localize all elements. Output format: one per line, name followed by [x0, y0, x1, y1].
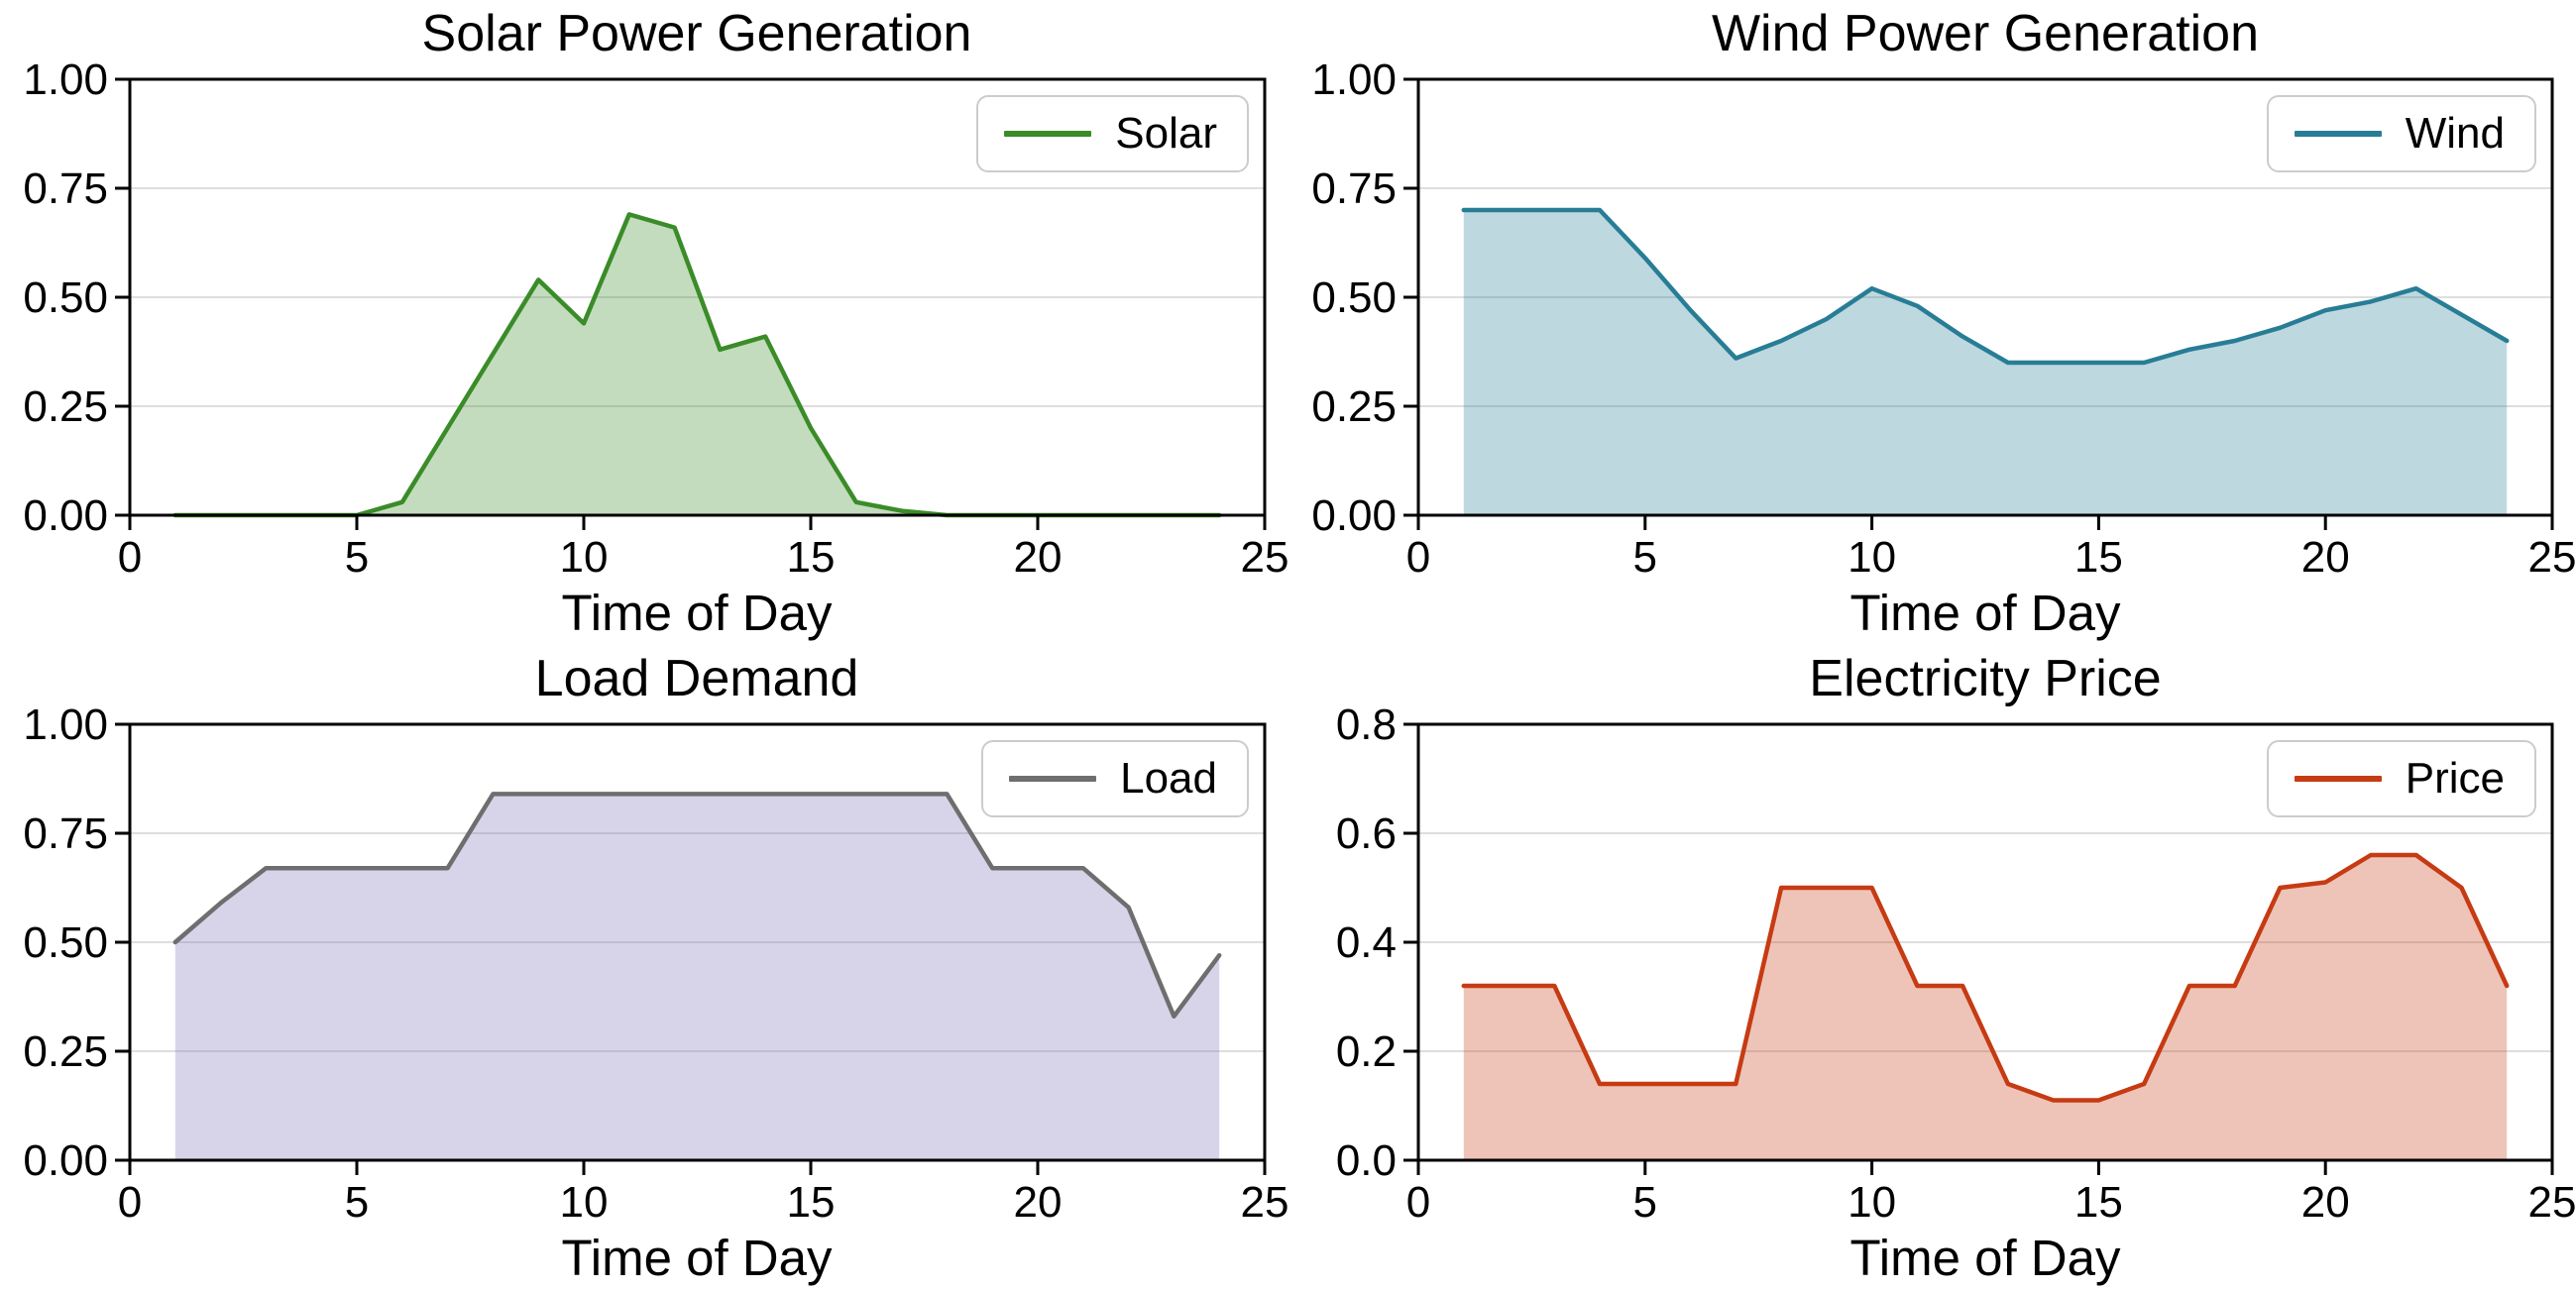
x-tick-label: 0: [1406, 533, 1430, 582]
x-tick-label: 0: [118, 1178, 142, 1227]
y-tick-label: 0.50: [1311, 273, 1397, 322]
chart-title: Solar Power Generation: [421, 5, 972, 62]
chart-title: Load Demand: [534, 650, 859, 707]
x-axis-label: Time of Day: [1849, 585, 2121, 641]
chart-solar-power-generation: 0 5 10 15 20 25 0.00 0.25 0.50 0.75 1.00 Solar Pow…: [0, 0, 1288, 645]
area-fill: [1463, 210, 2508, 515]
y-tick-label: 0.0: [1336, 1136, 1397, 1185]
grid: [130, 187, 1265, 407]
grid: [130, 832, 1265, 1052]
chart-wind-power-generation: 0 5 10 15 20 25 0.00 0.25 0.50 0.75 1.00 Wind Powe…: [1288, 0, 2576, 645]
x-tick-label: 10: [560, 533, 609, 582]
y-tick-label: 0.8: [1336, 700, 1397, 749]
y-axis: 0.00 0.25 0.50 0.75 1.00: [1311, 55, 1418, 540]
series-line: [172, 792, 1222, 1020]
x-tick-label: 15: [2074, 1178, 2123, 1227]
x-axis: 0 5 10 15 20 25: [118, 1160, 1288, 1227]
x-tick-label: 20: [2301, 533, 2350, 582]
y-tick-label: 0.6: [1336, 809, 1397, 858]
legend-label: Wind: [2405, 109, 2505, 158]
x-tick-label: 5: [345, 533, 369, 582]
y-tick-label: 0.25: [23, 1027, 108, 1076]
x-tick-label: 10: [1848, 533, 1896, 582]
series-line: [1461, 852, 2510, 1103]
x-tick-label: 0: [1406, 1178, 1430, 1227]
series-line: [1461, 207, 2510, 366]
y-tick-label: 0.25: [1311, 382, 1397, 431]
legend-line-swatch: [1009, 776, 1097, 782]
legend-label: Price: [2405, 754, 2505, 803]
legend-label: Load: [1120, 754, 1217, 803]
x-tick-label: 25: [2528, 1178, 2576, 1227]
chart-title: Wind Power Generation: [1711, 5, 2260, 62]
x-tick-label: 5: [345, 1178, 369, 1227]
wind-plot-svg: 0 5 10 15 20 25 0.00 0.25 0.50 0.75 1.00: [1311, 55, 2576, 582]
legend-box: Load: [981, 740, 1249, 817]
chart-title: Electricity Price: [1809, 650, 2162, 707]
legend-line-swatch: [1004, 131, 1092, 137]
x-tick-label: 15: [787, 533, 836, 582]
y-tick-label: 0.00: [1311, 491, 1397, 540]
y-axis: 0.0 0.2 0.4 0.6 0.8: [1336, 700, 1418, 1185]
x-axis-label: Time of Day: [1849, 1230, 2121, 1286]
x-tick-label: 25: [1241, 1178, 1288, 1227]
x-tick-label: 25: [1241, 533, 1288, 582]
legend-line-swatch: [2294, 776, 2382, 782]
x-tick-label: 20: [1014, 533, 1063, 582]
grid: [1418, 832, 2552, 1052]
y-tick-label: 0.4: [1336, 918, 1397, 967]
y-tick-label: 0.2: [1336, 1027, 1397, 1076]
x-tick-label: 10: [560, 1178, 609, 1227]
legend-box: Price: [2266, 740, 2536, 817]
x-tick-label: 20: [2301, 1178, 2350, 1227]
y-tick-label: 0.25: [23, 382, 108, 431]
load-plot-svg: 0 5 10 15 20 25 0.00 0.25 0.50 0.75 1.00: [23, 700, 1288, 1227]
y-tick-label: 0.50: [23, 918, 108, 967]
price-plot-svg: 0 5 10 15 20 25 0.0 0.2 0.4 0.6 0.8: [1336, 700, 2576, 1227]
area-fill: [1463, 855, 2508, 1160]
y-axis: 0.00 0.25 0.50 0.75 1.00: [23, 700, 130, 1185]
area-fill: [174, 214, 1220, 515]
y-tick-label: 0.50: [23, 273, 108, 322]
y-tick-label: 0.00: [23, 1136, 108, 1185]
x-axis-label: Time of Day: [561, 585, 833, 641]
legend-line-swatch: [2294, 131, 2382, 137]
y-axis: 0.00 0.25 0.50 0.75 1.00: [23, 55, 130, 540]
chart-load-demand: 0 5 10 15 20 25 0.00 0.25 0.50 0.75 1.00 Load Dema…: [0, 645, 1288, 1291]
x-tick-label: 5: [1633, 533, 1657, 582]
grid: [1418, 187, 2552, 407]
y-tick-label: 0.75: [23, 809, 108, 858]
legend-box: Solar: [976, 95, 1249, 172]
y-tick-label: 0.75: [1311, 164, 1397, 213]
y-tick-label: 0.00: [23, 491, 108, 540]
x-tick-label: 15: [2074, 533, 2123, 582]
x-tick-label: 0: [118, 533, 142, 582]
x-tick-label: 10: [1848, 1178, 1896, 1227]
x-axis: 0 5 10 15 20 25: [118, 515, 1288, 582]
legend-label: Solar: [1115, 109, 1217, 158]
x-axis: 0 5 10 15 20 25: [1406, 1160, 2576, 1227]
x-tick-label: 20: [1014, 1178, 1063, 1227]
y-tick-label: 1.00: [23, 55, 108, 104]
chart-electricity-price: 0 5 10 15 20 25 0.0 0.2 0.4 0.6 0.8 Electricity Pr…: [1288, 645, 2576, 1291]
legend-box: Wind: [2266, 95, 2536, 172]
x-tick-label: 15: [787, 1178, 836, 1227]
x-tick-label: 25: [2528, 533, 2576, 582]
solar-plot-svg: 0 5 10 15 20 25 0.00 0.25 0.50 0.75 1.00: [23, 55, 1288, 582]
y-tick-label: 0.75: [23, 164, 108, 213]
x-axis: 0 5 10 15 20 25: [1406, 515, 2576, 582]
x-tick-label: 5: [1633, 1178, 1657, 1227]
y-tick-label: 1.00: [1311, 55, 1397, 104]
y-tick-label: 1.00: [23, 700, 108, 749]
area-fill: [174, 794, 1220, 1160]
x-axis-label: Time of Day: [561, 1230, 833, 1286]
